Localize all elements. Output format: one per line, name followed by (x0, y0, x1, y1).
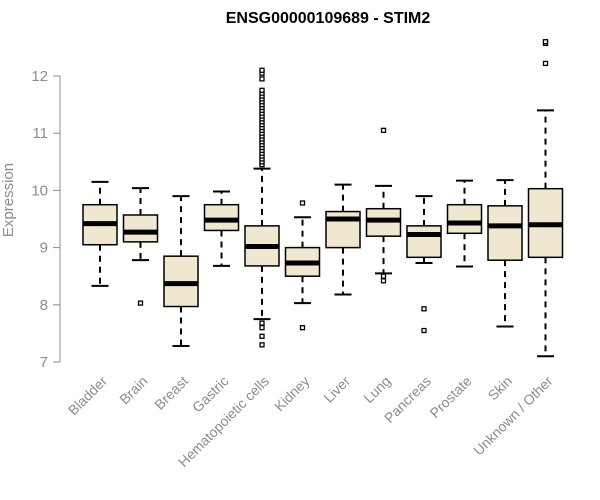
outlier-point (299, 325, 306, 331)
box-iqr (487, 205, 523, 261)
outlier-point (380, 273, 387, 279)
box-group (446, 179, 483, 268)
box-group (406, 195, 442, 334)
box-group (527, 39, 564, 358)
chart-title: ENSG00000109689 - STIM2 (226, 10, 431, 27)
outlier-point (421, 327, 427, 334)
box-group (365, 127, 402, 284)
x-tick-label: Liver (320, 373, 353, 406)
box-iqr (406, 225, 442, 259)
outlier-point (542, 39, 549, 45)
box-group (244, 67, 280, 348)
x-tick-label: Prostate (426, 373, 474, 421)
x-tick-label: Lung (360, 373, 393, 406)
box-group (284, 200, 321, 331)
y-tick-label: 8 (40, 297, 48, 314)
outlier-point (259, 325, 265, 331)
box-group (163, 195, 199, 347)
box-group (203, 190, 240, 267)
outlier-point (259, 67, 265, 73)
box-iqr (122, 214, 159, 243)
outlier-point (421, 306, 427, 312)
outlier-point (542, 60, 549, 67)
outlier-point (137, 300, 144, 306)
y-tick-label: 10 (31, 182, 48, 199)
x-tick-label: Bladder (65, 373, 111, 419)
y-tick-label: 9 (40, 240, 48, 257)
x-tick-label: Kidney (271, 373, 313, 415)
y-axis: 7 8 9 10 11 12 (31, 68, 61, 371)
outlier-point (299, 200, 306, 206)
x-tick-label: Breast (151, 373, 191, 413)
outlier-point (259, 320, 265, 326)
outlier-point (259, 76, 265, 82)
outlier-point (380, 278, 387, 284)
outlier-point (259, 87, 265, 93)
outlier-point (380, 127, 387, 133)
x-tick-label: Brain (116, 373, 150, 407)
outlier-point (259, 342, 265, 348)
outlier-point (259, 333, 265, 339)
box-group (325, 183, 361, 296)
y-tick-label: 7 (40, 354, 48, 371)
box-iqr (446, 203, 483, 235)
y-axis-label: Expression (0, 163, 17, 237)
box-group (82, 180, 118, 287)
boxes (82, 39, 564, 358)
y-tick-label: 11 (32, 125, 48, 142)
y-tick-label: 12 (31, 68, 48, 85)
box-group (487, 179, 523, 328)
x-tick-label: Skin (485, 373, 516, 404)
box-group (122, 187, 159, 306)
box-iqr (203, 203, 240, 232)
